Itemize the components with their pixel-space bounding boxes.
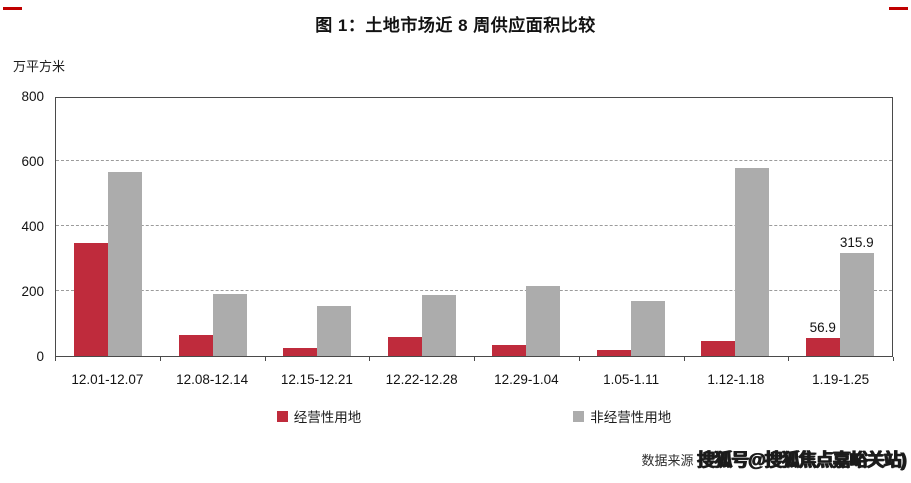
legend-swatch	[573, 410, 585, 422]
bar-series2	[735, 167, 770, 356]
gridline	[56, 160, 892, 161]
source-label: 数据来源	[641, 452, 694, 468]
bar-group	[56, 98, 161, 356]
plot-area: 56.9 315.9	[55, 97, 893, 357]
x-axis-tick	[264, 357, 266, 361]
bar-series1	[387, 336, 422, 356]
bar-series2	[421, 294, 456, 356]
category-labels: 12.01-12.07 12.08-12.14 12.15-12.21 12.22-1…	[55, 372, 893, 387]
bar-series1	[74, 242, 109, 356]
x-axis-category-label: 1.19-1.25	[812, 372, 870, 387]
x-axis-tick	[683, 357, 685, 361]
bar-series2	[317, 305, 352, 356]
x-axis-category-label: 1.05-1.11	[603, 372, 660, 387]
legend-item: 经营性用地	[276, 406, 362, 426]
chart-title: 图 1：土地市场近 8 周供应面积比较	[315, 16, 596, 35]
watermark-text: 搜狐号@搜狐焦点嘉峪关站)	[696, 450, 906, 470]
bar-value-label: 315.9	[839, 235, 874, 251]
bar-group	[370, 98, 475, 356]
legend-label: 经营性用地	[293, 410, 362, 425]
red-corner-mark-left	[3, 7, 22, 10]
x-axis-category-label: 1.12-1.18	[707, 372, 765, 387]
x-axis-tick	[369, 357, 371, 361]
x-axis-tick	[788, 357, 790, 361]
bar-series1	[492, 344, 527, 356]
bar-series1: 56.9	[805, 320, 840, 356]
bar-series2	[108, 172, 143, 356]
bar-group	[265, 98, 370, 356]
legend-label: 非经营性用地	[590, 410, 672, 425]
x-axis-category-label: 12.29-1.04	[494, 372, 559, 387]
red-corner-mark-right	[889, 7, 908, 10]
x-axis-tick	[578, 357, 580, 361]
bar-series1	[701, 341, 736, 356]
bar-group	[474, 98, 579, 356]
x-axis-tick	[893, 357, 894, 361]
bar-series1	[283, 347, 318, 356]
legend-item: 非经营性用地	[573, 406, 671, 426]
gridline	[56, 290, 892, 291]
y-axis-tick-label: 800	[21, 89, 44, 104]
bar-series2	[212, 294, 247, 356]
bar-series2	[526, 286, 561, 356]
y-axis-tick-label: 600	[21, 154, 44, 169]
bar-series2: 315.9	[839, 235, 874, 356]
gridline	[56, 225, 892, 226]
bar-group	[161, 98, 266, 356]
bar-group	[579, 98, 684, 356]
x-axis-tick	[474, 357, 475, 361]
x-axis-category-label: 12.15-12.21	[280, 372, 353, 387]
x-axis-category-label: 12.08-12.14	[176, 372, 249, 387]
bar-group	[683, 98, 788, 356]
bar-group: 56.9 315.9	[788, 98, 893, 356]
legend: 经营性用地 非经营性用地	[55, 406, 893, 426]
y-axis-unit-label: 万平方米	[13, 59, 66, 74]
bar-series1	[178, 334, 213, 356]
bar-value-label: 56.9	[809, 319, 836, 335]
y-axis-tick-label: 0	[36, 349, 44, 364]
bar-series2	[630, 300, 665, 356]
y-axis-tick-label: 400	[21, 219, 44, 234]
bar-series1	[596, 349, 631, 356]
source-note: 数据来源 搜狐号@搜狐焦点嘉峪关站)	[641, 446, 906, 472]
x-axis-tick	[55, 357, 56, 361]
x-axis-category-label: 12.01-12.07	[71, 372, 144, 387]
x-axis-category-label: 12.22-12.28	[385, 372, 458, 387]
legend-swatch	[276, 410, 288, 422]
y-axis-tick-label: 200	[21, 284, 44, 299]
x-axis-tick	[159, 357, 161, 361]
